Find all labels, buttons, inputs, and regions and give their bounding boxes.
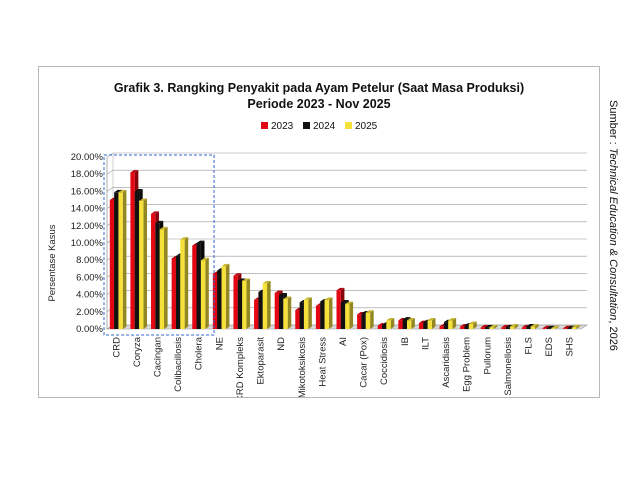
x-tick-label: AI: [338, 337, 349, 346]
legend-swatch-2023: [261, 122, 268, 129]
x-tick-label: CRD Kompleks: [235, 337, 246, 397]
legend-label: 2025: [355, 121, 378, 132]
x-tick-label: FLS: [523, 337, 534, 354]
bar-2025-salmonellosis: [510, 324, 518, 329]
x-tick-label: Pullorum: [482, 337, 493, 375]
bar-2025-pullorum: [489, 324, 498, 329]
bar-2025-ektoparasit: [262, 281, 271, 329]
bar-2025-coccidiosis: [386, 318, 395, 329]
y-tick-label: 10.00%: [71, 238, 104, 249]
bar-2025-nd: [283, 296, 292, 329]
y-tick-label: 20.00%: [71, 152, 104, 163]
y-tick-label: 2.00%: [76, 307, 103, 318]
x-tick-label: Mikotoksikosis: [297, 337, 308, 397]
chart-frame: Grafik 3. Rangking Penyakit pada Ayam Pe…: [38, 66, 600, 398]
chart-title: Grafik 3. Rangking Penyakit pada Ayam Pe…: [114, 81, 524, 95]
bar-2025-heat-stress: [324, 297, 333, 329]
svg-text:Sumber : Technical Education &: Sumber : Technical Education & Consultat…: [607, 100, 619, 351]
y-tick-label: 4.00%: [76, 290, 103, 301]
bar-2025-coryza: [139, 198, 148, 329]
bar-2025-ai: [345, 301, 354, 329]
x-tick-label: Salmonellosis: [503, 337, 514, 396]
legend-swatch-2025: [345, 122, 352, 129]
bar-2025-shs: [571, 324, 580, 329]
source-name: Technical Education & Consultation: [607, 148, 619, 321]
legend-label: 2024: [313, 121, 336, 132]
source-note: Sumber : Technical Education & Consultat…: [600, 100, 626, 380]
bar-2025-crd: [118, 189, 127, 329]
x-tick-label: Cacar (Pox): [359, 337, 370, 388]
x-tick-label: ILT: [420, 337, 431, 350]
x-tick-label: EDS: [544, 337, 555, 357]
bar-2025-ne: [221, 263, 230, 329]
y-tick-label: 0.00%: [76, 324, 103, 335]
bar-2025-ascaridiasis: [448, 318, 457, 329]
source-prefix: Sumber :: [607, 100, 619, 148]
bar-2025-cacingan: [159, 226, 168, 329]
y-tick-label: 14.00%: [71, 204, 104, 215]
legend-label: 2023: [271, 121, 294, 132]
chart-subtitle: Periode 2023 - Nov 2025: [247, 97, 390, 111]
x-tick-label: Colibacillosis: [173, 337, 184, 392]
bar-2025-mikotoksikosis: [303, 297, 312, 329]
legend: 2023 2024 2025: [261, 121, 378, 132]
bar-2025-egg-problem: [468, 321, 477, 329]
y-tick-label: 12.00%: [71, 221, 104, 232]
bar-2025-eds: [551, 325, 560, 329]
bar-2025-cacar-pox-: [365, 310, 374, 329]
y-axis-label: Persentase Kasus: [47, 224, 58, 301]
y-tick-label: 18.00%: [71, 169, 104, 180]
x-tick-label: IB: [400, 337, 411, 346]
x-tick-label: Coryza: [132, 336, 143, 367]
x-tick-label: Heat Stress: [317, 337, 328, 387]
x-tick-label: NE: [214, 337, 225, 350]
x-tick-label: Cacingan: [153, 337, 164, 377]
x-tick-label: Coccidiosis: [379, 337, 390, 385]
bar-2025-crd-kompleks: [242, 278, 251, 329]
bar-chart: Grafik 3. Rangking Penyakit pada Ayam Pe…: [47, 81, 588, 397]
bar-2025-cholera: [200, 257, 209, 329]
x-tick-label: ND: [276, 337, 287, 351]
bar-2025-ilt: [427, 318, 436, 329]
x-tick-label: CRD: [111, 337, 122, 358]
bar-2025-ib: [406, 318, 415, 329]
x-tick-label: SHS: [565, 337, 576, 357]
bar-2025-colibacillosis: [180, 237, 189, 329]
bar-2025-fls: [530, 324, 539, 329]
x-tick-label: Egg Problem: [462, 337, 473, 392]
y-tick-label: 6.00%: [76, 272, 103, 283]
y-tick-label: 8.00%: [76, 255, 103, 266]
highlight-box: [103, 154, 215, 336]
x-tick-label: Ascaridiasis: [441, 337, 452, 388]
y-tick-label: 16.00%: [71, 186, 104, 197]
legend-swatch-2024: [303, 122, 310, 129]
source-year: , 2026: [607, 320, 619, 351]
x-tick-label: Cholera: [194, 336, 205, 370]
x-tick-label: Ektoparasit: [256, 337, 267, 385]
